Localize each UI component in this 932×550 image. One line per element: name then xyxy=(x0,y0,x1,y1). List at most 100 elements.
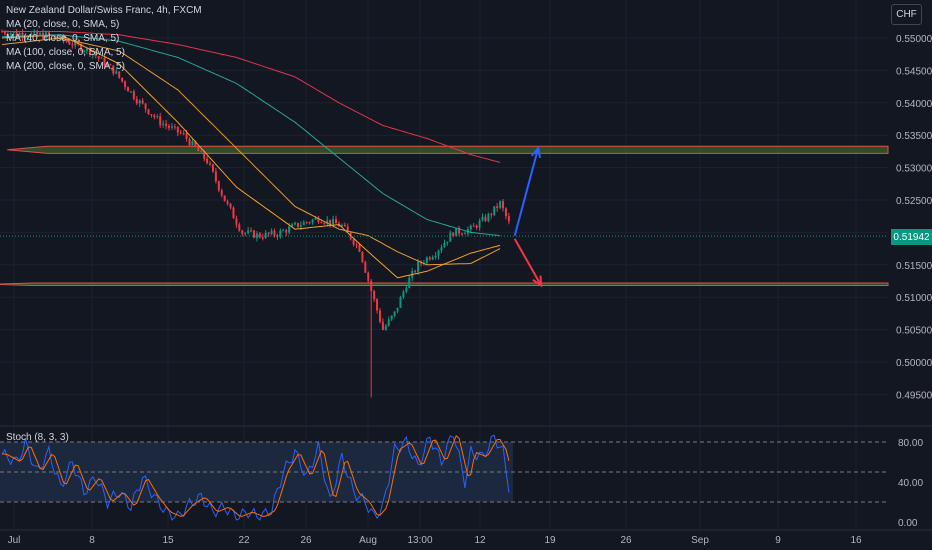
candle-body xyxy=(162,123,165,126)
candle-body xyxy=(121,77,124,82)
zone-support xyxy=(0,282,889,287)
candle-body xyxy=(396,307,399,312)
candle-body xyxy=(431,257,434,260)
candle-body xyxy=(493,206,496,215)
candle-body xyxy=(452,232,455,237)
candle-body xyxy=(39,32,42,35)
y-tick-label: 0.51000 xyxy=(896,293,932,304)
currency-button[interactable]: CHF xyxy=(891,4,922,25)
candle-body xyxy=(323,222,326,224)
candle-body xyxy=(176,126,179,133)
candle-body xyxy=(261,237,264,239)
candle-body xyxy=(62,35,65,41)
candle-body xyxy=(461,233,464,235)
candle-body xyxy=(77,41,80,45)
candle-body xyxy=(291,224,294,227)
candle-body xyxy=(417,261,420,272)
candle-body xyxy=(358,244,361,252)
candle-body xyxy=(103,57,106,66)
ma40-legend[interactable]: MA (40, close, 0, SMA, 5) xyxy=(6,33,120,44)
candle-body xyxy=(378,310,381,322)
candle-body xyxy=(405,287,408,292)
x-tick-label: 19 xyxy=(544,535,556,546)
ma200-legend[interactable]: MA (200, close, 0, SMA, 5) xyxy=(6,61,125,72)
candle-body xyxy=(168,125,171,128)
candle-body xyxy=(276,235,279,237)
y-tick-label: 0.54500 xyxy=(896,66,932,77)
candle-body xyxy=(9,33,12,36)
candle-body xyxy=(364,261,367,273)
candle-body xyxy=(100,57,103,59)
candle-body xyxy=(499,201,502,208)
candle-body xyxy=(446,241,449,243)
candle-body xyxy=(425,257,428,264)
candle-body xyxy=(250,230,253,232)
candle-body xyxy=(384,325,387,330)
candle-body xyxy=(65,40,68,42)
candle-body xyxy=(220,190,223,196)
bearish-arrow xyxy=(513,238,542,287)
candle-body xyxy=(414,270,417,272)
candle-body xyxy=(481,216,484,221)
candle-body xyxy=(305,222,308,224)
candle-body xyxy=(150,114,153,116)
candle-body xyxy=(170,126,173,128)
candle-body xyxy=(214,171,217,182)
candle-body xyxy=(141,100,144,104)
candle-body xyxy=(502,201,505,209)
candle-body xyxy=(211,164,214,172)
candle-body xyxy=(440,247,443,251)
candle-body xyxy=(472,225,475,227)
candle-body xyxy=(238,224,241,231)
candle-body xyxy=(179,132,182,134)
x-tick-label: 8 xyxy=(89,535,95,546)
candle-body xyxy=(27,36,30,38)
candle-body xyxy=(71,44,74,46)
candle-body xyxy=(132,91,135,99)
candle-body xyxy=(373,291,376,300)
candle-body xyxy=(487,213,490,221)
ma100-legend[interactable]: MA (100, close, 0, SMA, 5) xyxy=(6,47,125,58)
stochastic-d-line xyxy=(2,434,510,517)
candle-body xyxy=(273,230,276,236)
candle-body xyxy=(329,219,332,225)
candle-body xyxy=(106,64,109,66)
stochastic-title[interactable]: Stoch (8, 3, 3) xyxy=(6,432,69,443)
candle-body xyxy=(194,141,197,147)
candle-body xyxy=(449,232,452,242)
candle-body xyxy=(197,146,200,152)
candle-body xyxy=(314,217,317,220)
candle-body xyxy=(80,44,83,52)
chart-title: New Zealand Dollar/Swiss Franc, 4h, FXCM xyxy=(6,5,202,16)
candle-body xyxy=(455,227,458,237)
candle-body xyxy=(6,33,9,36)
candle-body xyxy=(296,222,299,227)
candle-body xyxy=(3,31,6,34)
candle-body xyxy=(428,257,431,260)
candle-body xyxy=(326,219,329,224)
ma20-legend[interactable]: MA (20, close, 0, SMA, 5) xyxy=(6,19,120,30)
candle-body xyxy=(437,250,440,256)
y-tick-label: 0.52500 xyxy=(896,196,932,207)
x-tick-label: 26 xyxy=(620,535,632,546)
candle-body xyxy=(258,233,261,238)
candle-body xyxy=(241,230,244,234)
candle-body xyxy=(370,280,373,292)
candle-body xyxy=(469,225,472,230)
y-tick-label: 0.50500 xyxy=(896,326,932,337)
candle-body xyxy=(317,217,320,223)
y-tick-label: 0.54000 xyxy=(896,99,932,110)
candle-body xyxy=(191,141,194,146)
last-price-badge: 0.51942 xyxy=(891,229,932,245)
zone-resistance xyxy=(7,145,889,154)
bullish-arrow-head xyxy=(530,145,542,159)
candle-body xyxy=(94,53,97,57)
candle-body xyxy=(126,87,129,92)
candle-body xyxy=(458,227,461,234)
candle-body xyxy=(36,30,39,35)
candle-body xyxy=(97,56,100,59)
candle-body xyxy=(235,218,238,225)
candle-body xyxy=(47,32,50,35)
candle-body xyxy=(21,32,24,38)
